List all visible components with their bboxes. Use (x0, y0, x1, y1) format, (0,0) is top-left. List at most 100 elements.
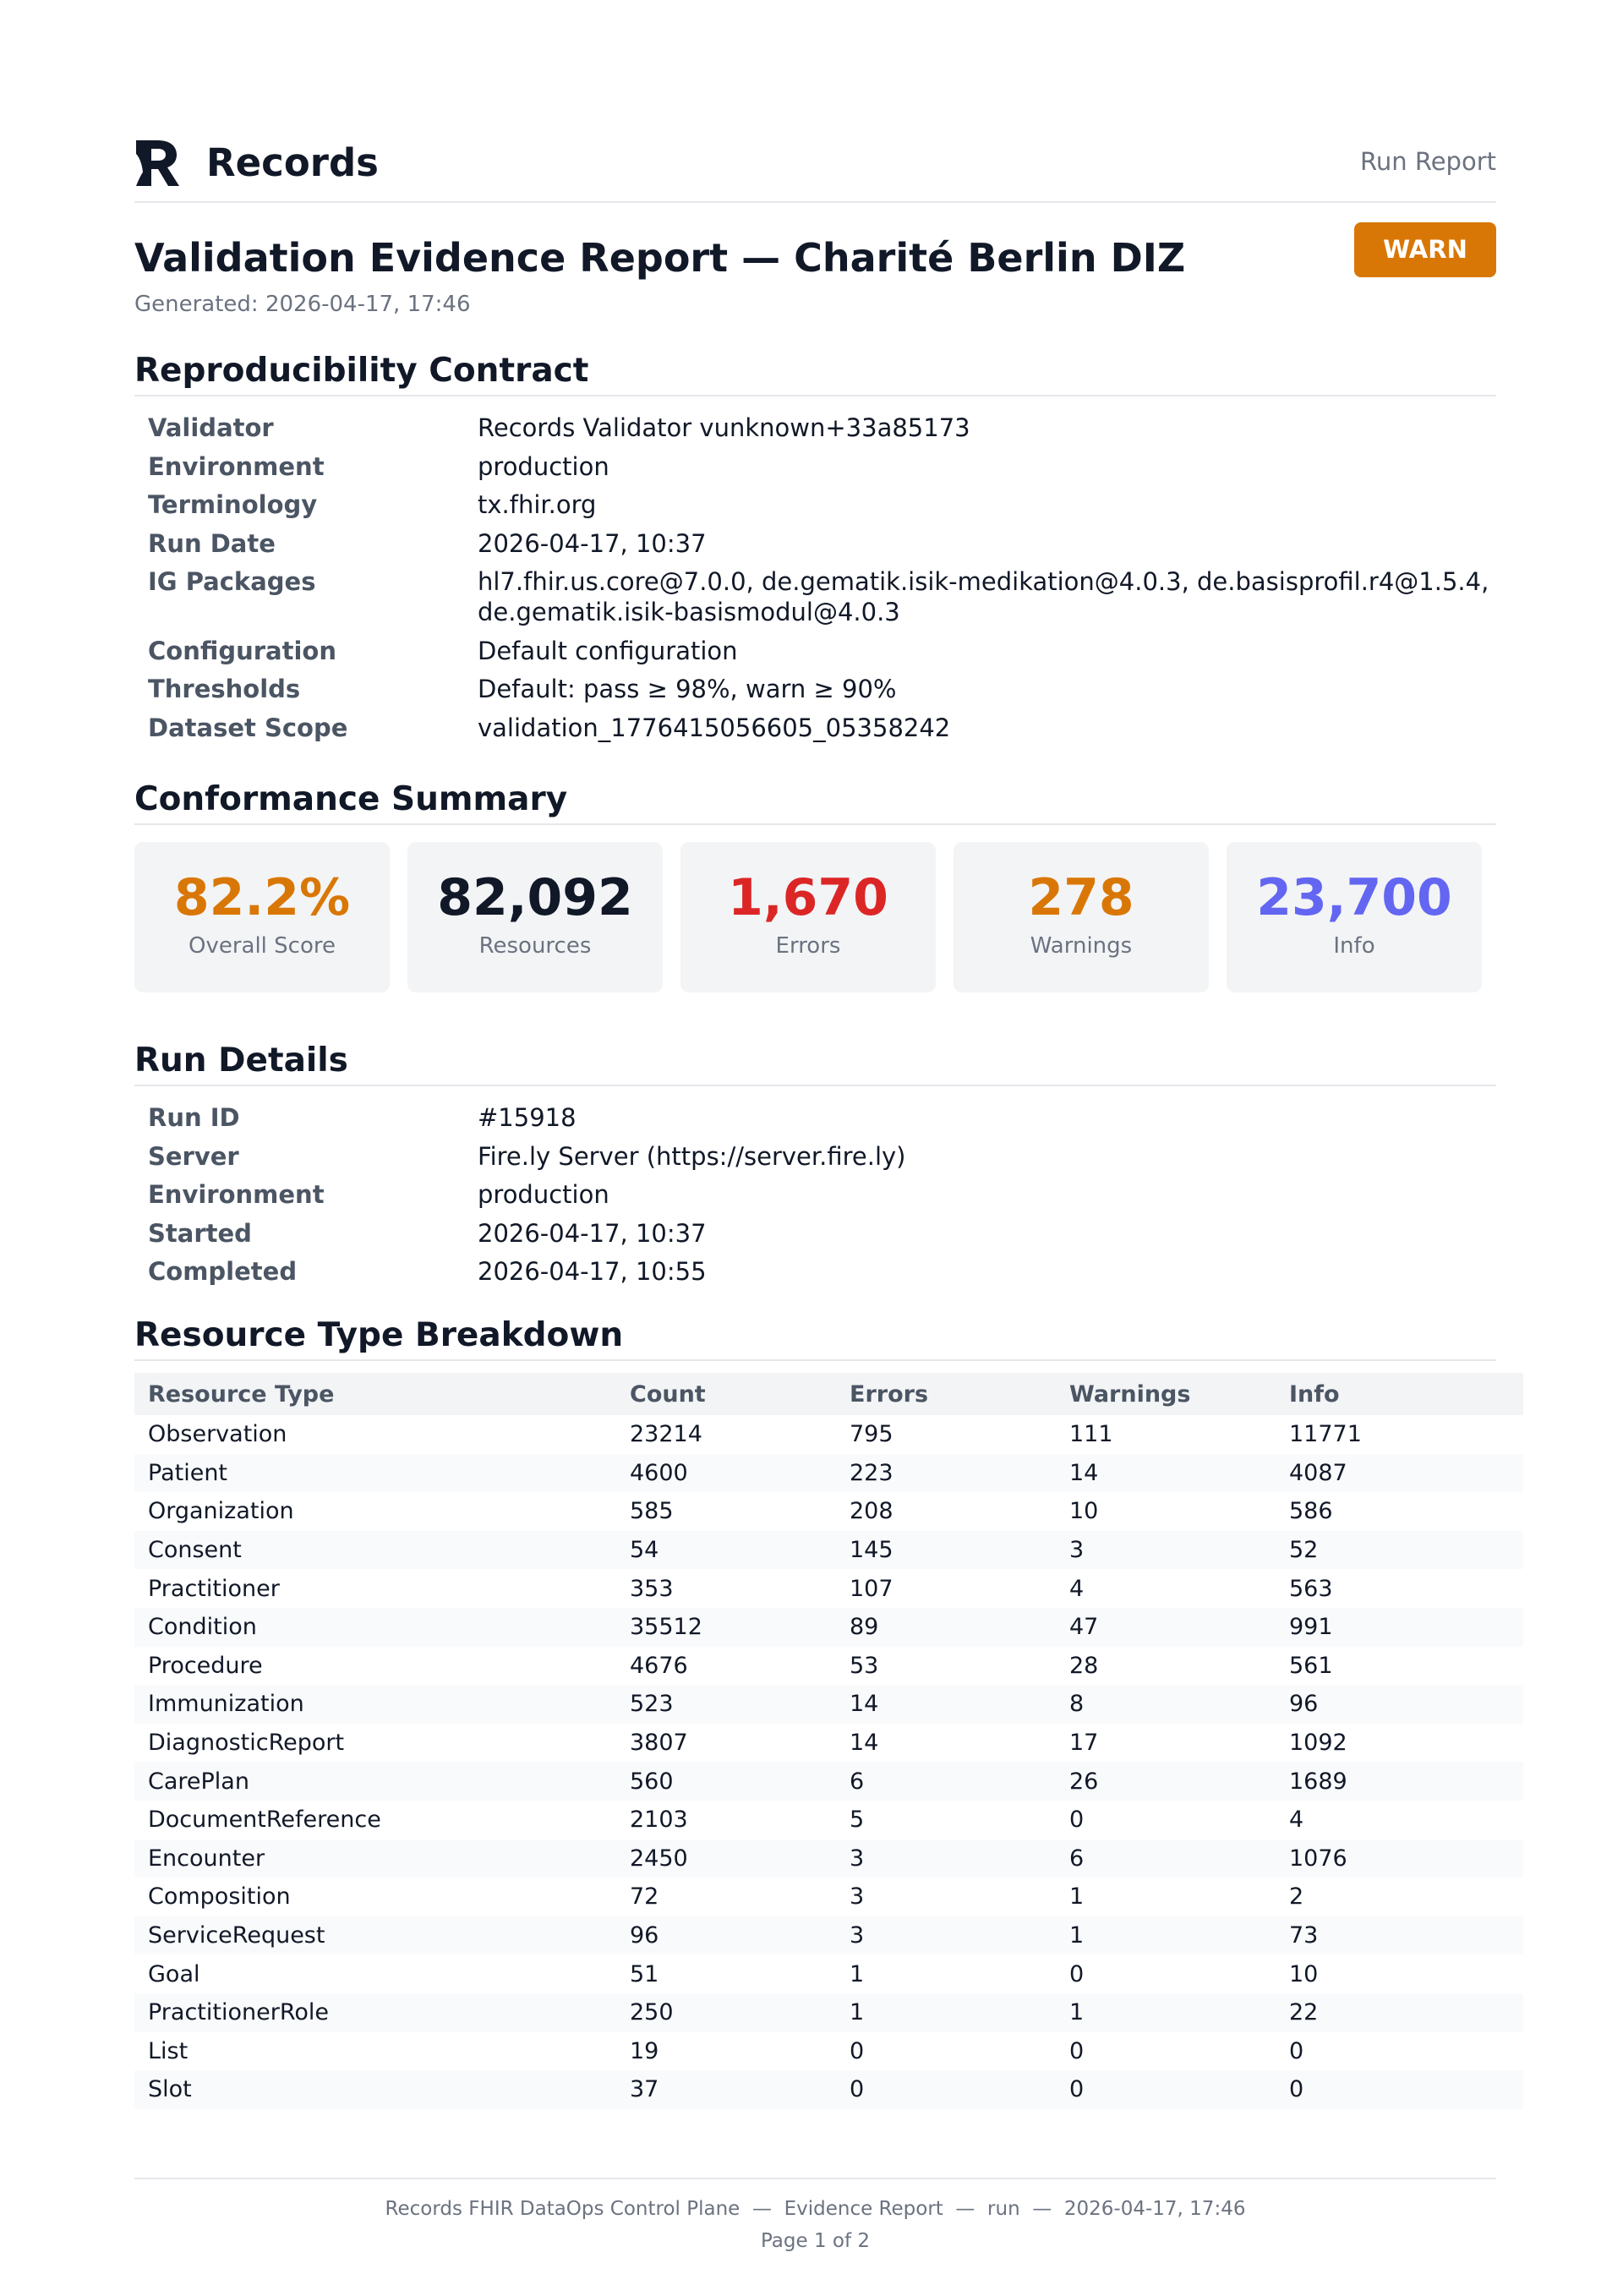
table-cell: List (148, 2037, 189, 2064)
table-cell: Observation (148, 1421, 287, 1448)
kv-key: Started (148, 1218, 252, 1248)
table-row: CarePlan 560 6 26 1689 (134, 1762, 1523, 1801)
card-label: Overall Score (188, 933, 336, 959)
table-cell: 2450 (616, 1839, 836, 1878)
table-row: List 19 0 0 0 (134, 2032, 1523, 2071)
table-cell: 52 (1276, 1530, 1523, 1570)
table-cell: 51 (630, 1960, 659, 1987)
kv-row: Terminology tx.fhir.org (148, 489, 1496, 520)
table-cell: 991 (1276, 1607, 1523, 1647)
summary-card: 82.2% Overall Score (134, 842, 390, 992)
kv-row: Dataset Scope validation_1776415056605_05… (148, 713, 1496, 743)
table-cell: 208 (850, 1498, 893, 1525)
table-cell: 17 (1069, 1730, 1099, 1757)
table-cell: 10 (1069, 1498, 1099, 1525)
kv-key: Run Date (148, 528, 276, 558)
table-cell: 0 (836, 2070, 1056, 2109)
table-cell: 1076 (1276, 1839, 1523, 1878)
table-cell: 89 (836, 1607, 1056, 1647)
kv-row: Configuration Default configuration (148, 636, 1496, 666)
table-cell: 1092 (1289, 1730, 1347, 1757)
kv-key: Environment (148, 1180, 325, 1209)
table-cell: 353 (630, 1575, 674, 1602)
card-value: 278 (1028, 868, 1134, 927)
summary-card: 82,092 Resources (407, 842, 663, 992)
kv-value: 2026-04-17, 10:55 (478, 1257, 707, 1286)
table-row: Practitioner 353 107 4 563 (134, 1569, 1523, 1608)
kv-value: tx.fhir.org (478, 490, 597, 519)
table-cell: 1 (1056, 1916, 1276, 1955)
table-cell: Composition (148, 1883, 291, 1911)
footer-line: Records FHIR DataOps Control Plane — Evi… (385, 2198, 1246, 2220)
table-body: Observation 23214 795 111 11771 Patient 4600 22… (134, 1415, 1523, 2109)
table-cell: 4 (1289, 1807, 1304, 1834)
column-header: Count (616, 1373, 836, 1415)
kv-row: Environment production (148, 1179, 1496, 1210)
table-row: PractitionerRole 250 1 1 22 (134, 1993, 1523, 2032)
table-cell: 4676 (630, 1652, 688, 1679)
table-row: Slot 37 0 0 0 (134, 2070, 1523, 2109)
card-value: 82.2% (173, 868, 351, 927)
table-cell: Practitioner (148, 1575, 280, 1602)
kv-row: Run Date 2026-04-17, 10:37 (148, 528, 1496, 559)
section-heading: Resource Type Breakdown (134, 1316, 1496, 1361)
table-cell: 5 (850, 1807, 865, 1834)
table-cell: Immunization (134, 1685, 616, 1724)
table-cell: 586 (1289, 1498, 1333, 1525)
table-cell: 14 (1056, 1453, 1276, 1493)
kv-row: Thresholds Default: pass ≥ 98%, warn ≥ 90… (148, 674, 1496, 704)
table-cell: DiagnosticReport (148, 1730, 345, 1757)
kv-value: 2026-04-17, 10:37 (478, 1218, 707, 1248)
summary-card: 23,700 Info (1227, 842, 1482, 992)
kv-key: IG Packages (148, 567, 316, 596)
card-label: Warnings (1030, 933, 1133, 959)
card-value: 23,700 (1256, 868, 1452, 927)
kv-key: Completed (148, 1257, 298, 1286)
page-number: Page 1 of 2 (760, 2230, 871, 2252)
kv-key: Terminology (148, 490, 318, 519)
kv-key: Server (148, 1141, 239, 1171)
generated: Generated: 2026-04-17, 17:46 (134, 292, 471, 317)
table-cell: 72 (630, 1883, 659, 1911)
table-cell: Procedure (148, 1652, 263, 1679)
column-header: Resource Type (134, 1373, 616, 1415)
key-value-list: Run ID #15918 Server Fire.ly Server (https:… (148, 1102, 1496, 1295)
table-cell: 37 (616, 2070, 836, 2109)
kv-row: Environment production (148, 451, 1496, 482)
table-cell: 1689 (1276, 1762, 1523, 1801)
table-cell: 585 (630, 1498, 674, 1525)
table-cell: 2 (1289, 1883, 1304, 1911)
table-row: DocumentReference 2103 5 0 4 (134, 1801, 1523, 1840)
table-cell: 11771 (1289, 1421, 1362, 1448)
table-row: ServiceRequest 96 3 1 73 (134, 1916, 1523, 1955)
kv-key: Dataset Scope (148, 713, 348, 742)
table-row: Patient 4600 223 14 4087 (134, 1453, 1523, 1493)
table-cell: Patient (134, 1453, 616, 1493)
table-row: Goal 51 1 0 10 (134, 1954, 1523, 1993)
card-value: 82,092 (437, 868, 633, 927)
table-cell: 28 (1069, 1652, 1099, 1679)
table-cell: 47 (1056, 1607, 1276, 1647)
column-header: Info (1276, 1373, 1523, 1415)
section-heading: Run Details (134, 1041, 1496, 1086)
table-row: Consent 54 145 3 52 (134, 1530, 1523, 1570)
table-cell: 2103 (630, 1807, 688, 1834)
table-cell: 4 (1069, 1575, 1085, 1602)
table-cell: 3 (836, 1839, 1056, 1878)
table-cell: 0 (850, 2037, 865, 2064)
table-row: Encounter 2450 3 6 1076 (134, 1839, 1523, 1878)
summary-card: 278 Warnings (954, 842, 1209, 992)
kv-value: production (478, 1180, 609, 1209)
table-cell: 23214 (630, 1421, 702, 1448)
summary-card: 1,670 Errors (680, 842, 936, 992)
logo (136, 140, 179, 186)
kv-key: Configuration (148, 636, 336, 665)
table-row: Condition 35512 89 47 991 (134, 1607, 1523, 1647)
card-label: Resources (478, 933, 592, 959)
column-header: Errors (836, 1373, 1056, 1415)
kv-value: Fire.ly Server (https://server.fire.ly) (478, 1141, 906, 1171)
table-cell: 560 (616, 1762, 836, 1801)
table-cell: 0 (1056, 2070, 1276, 2109)
kv-value: Records Validator vunknown+33a85173 (478, 413, 970, 442)
